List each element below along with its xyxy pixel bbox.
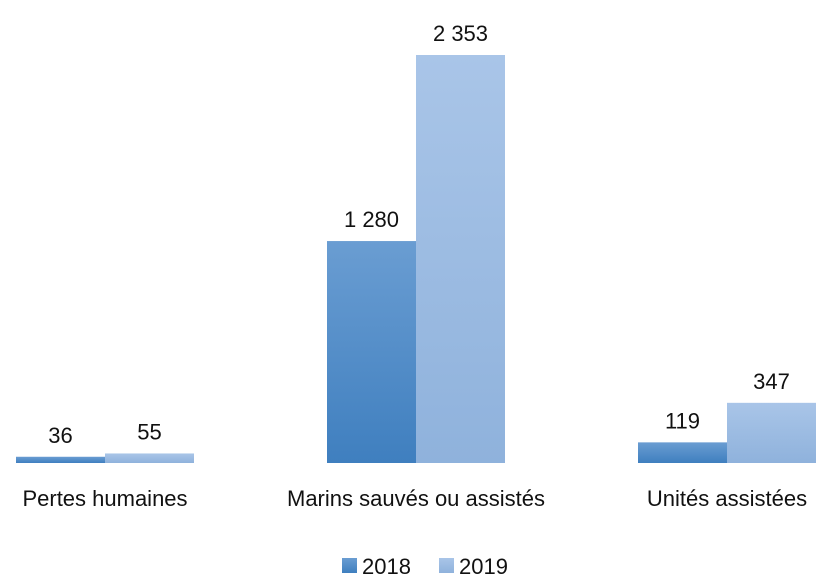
category-label-0: Pertes humaines (22, 486, 187, 511)
data-label-2019-0: 55 (137, 419, 161, 444)
data-label-2018-2: 119 (665, 408, 700, 433)
data-label-2018-1: 1 280 (344, 207, 399, 232)
category-label-1: Marins sauvés ou assistés (287, 486, 545, 511)
legend-label-2018: 2018 (362, 554, 411, 579)
category-label-2: Unités assistées (647, 486, 807, 511)
bar-2018-0 (16, 456, 105, 463)
legend-swatch-2019 (439, 558, 454, 573)
data-labels-layer: 36 55 1 280 2 353 119 347 (48, 21, 790, 448)
bars-layer (16, 55, 816, 463)
data-label-2018-0: 36 (48, 423, 72, 448)
legend-swatch-2018 (342, 558, 357, 573)
legend-label-2019: 2019 (459, 554, 508, 579)
bar-2019-0 (105, 453, 194, 463)
data-label-2019-2: 347 (753, 369, 790, 394)
bar-2019-2 (727, 402, 816, 463)
legend: 2018 2019 (342, 554, 508, 579)
data-label-2019-1: 2 353 (433, 21, 488, 46)
bar-2018-1 (327, 241, 416, 463)
category-labels-layer: Pertes humaines Marins sauvés ou assistés… (22, 486, 807, 511)
bar-2018-2 (638, 442, 727, 463)
bar-2019-1 (416, 55, 505, 463)
